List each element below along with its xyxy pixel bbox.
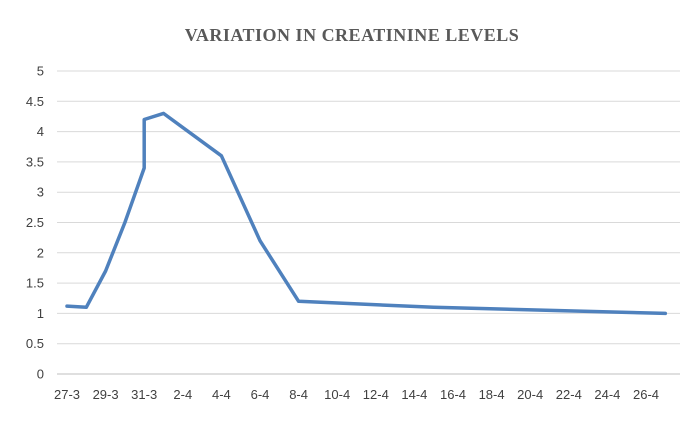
y-tick-label: 3 <box>37 185 44 200</box>
y-tick-label: 1.5 <box>26 276 44 291</box>
x-tick-label: 12-4 <box>363 387 389 402</box>
y-tick-label: 1 <box>37 306 44 321</box>
series-group <box>65 111 668 316</box>
x-tick-label: 10-4 <box>324 387 350 402</box>
x-tick-label: 2-4 <box>173 387 192 402</box>
y-tick-label: 5 <box>37 64 44 79</box>
chart-title: VARIATION IN CREATININE LEVELS <box>185 25 520 45</box>
y-tick-label: 0.5 <box>26 336 44 351</box>
y-tick-label: 4.5 <box>26 94 44 109</box>
y-axis: 0 0.5 1 1.5 2 2.5 3 3.5 4 4.5 5 <box>26 64 44 382</box>
series-line <box>65 111 668 316</box>
x-tick-label: 22-4 <box>556 387 582 402</box>
x-tick-label: 8-4 <box>289 387 308 402</box>
x-tick-label: 4-4 <box>212 387 231 402</box>
x-tick-label: 24-4 <box>594 387 620 402</box>
x-tick-label: 26-4 <box>633 387 659 402</box>
y-tick-label: 3.5 <box>26 154 44 169</box>
x-tick-label: 16-4 <box>440 387 466 402</box>
x-tick-label: 31-3 <box>131 387 157 402</box>
x-tick-label: 18-4 <box>479 387 505 402</box>
x-tick-label: 14-4 <box>401 387 427 402</box>
x-tick-label: 29-3 <box>93 387 119 402</box>
y-tick-label: 0 <box>37 367 44 382</box>
x-tick-label: 20-4 <box>517 387 543 402</box>
y-tick-label: 4 <box>37 124 44 139</box>
y-tick-label: 2.5 <box>26 215 44 230</box>
x-tick-label: 6-4 <box>251 387 270 402</box>
x-axis: 27-3 29-3 31-3 2-4 4-4 6-4 8-4 10-4 12-4 14-4 16-4… <box>54 387 659 402</box>
gridlines <box>57 70 680 375</box>
y-tick-label: 2 <box>37 245 44 260</box>
x-tick-label: 27-3 <box>54 387 80 402</box>
